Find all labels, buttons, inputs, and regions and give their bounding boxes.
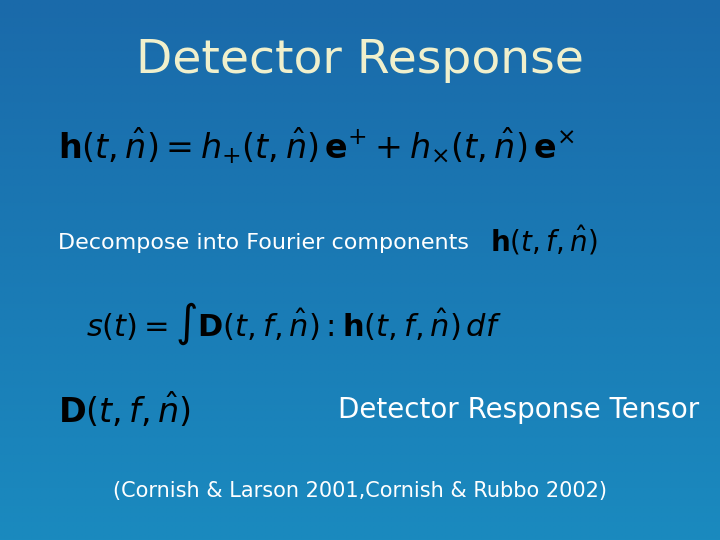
Text: $\mathbf{h}(t, f, \hat{n})$: $\mathbf{h}(t, f, \hat{n})$ [490, 224, 598, 257]
Text: (Cornish & Larson 2001,Cornish & Rubbo 2002): (Cornish & Larson 2001,Cornish & Rubbo 2… [113, 481, 607, 502]
Text: Detector Response Tensor: Detector Response Tensor [338, 396, 700, 424]
Text: $\mathbf{D}(t, f, \hat{n})$: $\mathbf{D}(t, f, \hat{n})$ [58, 391, 191, 430]
Text: $s(t) = \int \mathbf{D}(t, f, \hat{n}) : \mathbf{h}(t, f, \hat{n})\, df$: $s(t) = \int \mathbf{D}(t, f, \hat{n}) :… [86, 301, 503, 347]
Text: Detector Response: Detector Response [136, 38, 584, 83]
Text: $\mathbf{h}(t,\hat{n}) = h_{+}(t,\hat{n})\,\mathbf{e}^{+} + h_{\times}(t,\hat{n}: $\mathbf{h}(t,\hat{n}) = h_{+}(t,\hat{n}… [58, 125, 575, 166]
Text: Decompose into Fourier components: Decompose into Fourier components [58, 233, 469, 253]
